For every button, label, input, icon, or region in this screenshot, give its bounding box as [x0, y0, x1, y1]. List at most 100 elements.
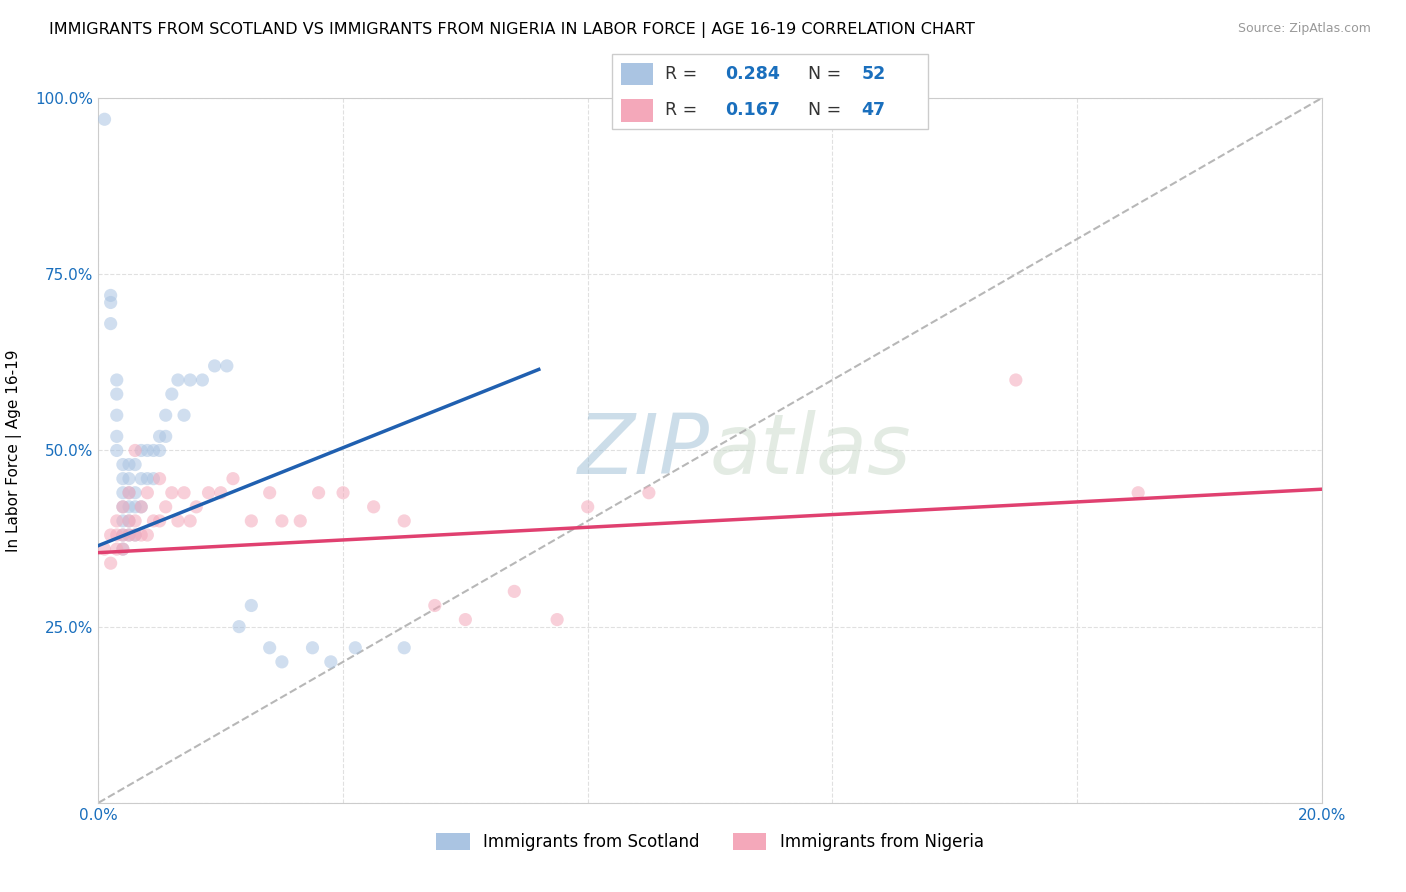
Point: [93, 542, 115, 557]
Point: [100, 317, 122, 331]
Point: [118, 514, 141, 528]
Text: N =: N =: [808, 102, 841, 120]
Text: Source: ZipAtlas.com: Source: ZipAtlas.com: [1237, 22, 1371, 36]
Point: [167, 514, 190, 528]
Point: [111, 528, 134, 542]
Point: [118, 514, 141, 528]
Text: IMMIGRANTS FROM SCOTLAND VS IMMIGRANTS FROM NIGERIA IN LABOR FORCE | AGE 16-19 C: IMMIGRANTS FROM SCOTLAND VS IMMIGRANTS F…: [49, 22, 976, 38]
Point: [173, 485, 195, 500]
Point: [129, 500, 152, 514]
Point: [129, 500, 152, 514]
Bar: [621, 62, 652, 86]
Point: [423, 599, 446, 613]
Point: [118, 485, 141, 500]
Point: [149, 443, 172, 458]
Point: [270, 514, 292, 528]
Point: [155, 408, 177, 422]
Point: [136, 472, 159, 486]
Point: [105, 542, 128, 557]
Point: [186, 500, 208, 514]
Point: [124, 528, 146, 542]
Point: [111, 500, 134, 514]
Point: [160, 485, 183, 500]
Point: [160, 387, 183, 401]
Point: [105, 514, 128, 528]
Point: [124, 500, 146, 514]
Point: [100, 288, 122, 302]
Point: [118, 472, 141, 486]
Point: [142, 472, 165, 486]
Point: [111, 542, 134, 557]
Point: [111, 500, 134, 514]
Point: [392, 640, 416, 655]
Point: [204, 359, 226, 373]
Point: [124, 485, 146, 500]
Point: [392, 514, 416, 528]
Point: [124, 458, 146, 472]
Point: [149, 472, 172, 486]
Point: [129, 528, 152, 542]
Point: [270, 655, 292, 669]
Point: [118, 458, 141, 472]
Y-axis label: In Labor Force | Age 16-19: In Labor Force | Age 16-19: [6, 349, 21, 552]
Point: [124, 443, 146, 458]
Point: [111, 542, 134, 557]
Point: [1128, 485, 1150, 500]
Point: [191, 373, 214, 387]
Point: [142, 443, 165, 458]
Point: [222, 472, 245, 486]
Point: [118, 528, 141, 542]
Point: [576, 500, 599, 514]
Point: [167, 373, 190, 387]
Point: [136, 485, 159, 500]
Text: 47: 47: [862, 102, 886, 120]
Point: [179, 373, 201, 387]
Point: [197, 485, 219, 500]
Text: atlas: atlas: [710, 410, 911, 491]
Point: [363, 500, 385, 514]
Text: R =: R =: [665, 65, 697, 83]
Point: [155, 500, 177, 514]
Point: [100, 528, 122, 542]
Point: [290, 514, 312, 528]
Point: [344, 640, 367, 655]
Point: [319, 655, 342, 669]
Point: [308, 485, 330, 500]
FancyBboxPatch shape: [612, 54, 928, 129]
Point: [100, 295, 122, 310]
Point: [259, 640, 281, 655]
Point: [111, 485, 134, 500]
Text: ZIP: ZIP: [578, 410, 710, 491]
Text: 0.284: 0.284: [725, 65, 780, 83]
Point: [93, 112, 115, 127]
Text: 52: 52: [862, 65, 886, 83]
Point: [118, 500, 141, 514]
Point: [118, 528, 141, 542]
Point: [259, 485, 281, 500]
Point: [1004, 373, 1026, 387]
Point: [179, 514, 201, 528]
Point: [105, 429, 128, 443]
Point: [215, 359, 238, 373]
Point: [100, 556, 122, 570]
Point: [142, 514, 165, 528]
Point: [136, 443, 159, 458]
Point: [209, 485, 232, 500]
Point: [637, 485, 661, 500]
Point: [173, 408, 195, 422]
Point: [111, 514, 134, 528]
Bar: [621, 99, 652, 122]
Point: [149, 514, 172, 528]
Point: [546, 613, 568, 627]
Point: [105, 373, 128, 387]
Point: [129, 472, 152, 486]
Text: N =: N =: [808, 65, 841, 83]
Point: [155, 429, 177, 443]
Legend: Immigrants from Scotland, Immigrants from Nigeria: Immigrants from Scotland, Immigrants fro…: [430, 826, 990, 858]
Point: [228, 619, 250, 633]
Point: [105, 408, 128, 422]
Text: 0.167: 0.167: [725, 102, 780, 120]
Point: [240, 599, 263, 613]
Point: [149, 429, 172, 443]
Point: [129, 443, 152, 458]
